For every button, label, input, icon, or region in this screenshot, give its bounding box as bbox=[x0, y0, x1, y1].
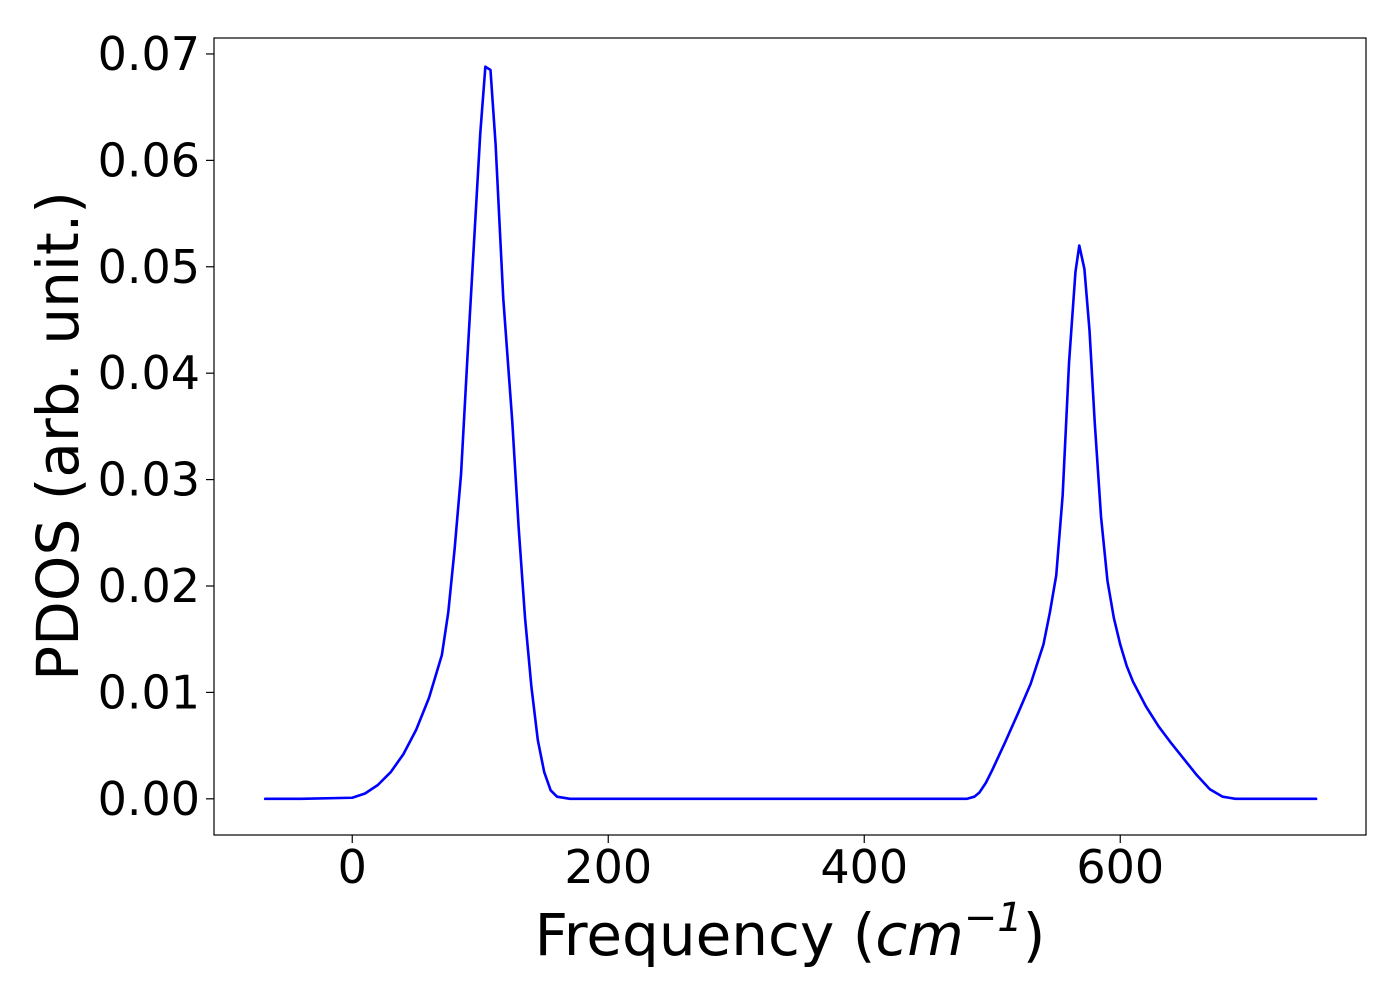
y-axis: 0.00 0.01 0.02 0.03 0.04 0.05 0.06 0.07 bbox=[98, 27, 214, 826]
pdos-line bbox=[263, 65, 1318, 801]
y-tick-label: 0.04 bbox=[98, 346, 200, 400]
x-axis-label-unit: cm bbox=[875, 901, 963, 969]
x-tick-label: 600 bbox=[1076, 840, 1164, 894]
plot-area bbox=[214, 38, 1366, 835]
plot-frame bbox=[213, 37, 1367, 836]
x-tick-label: 400 bbox=[820, 840, 908, 894]
x-axis-label-exponent: −1 bbox=[964, 895, 1023, 941]
y-tick-label: 0.03 bbox=[98, 453, 200, 507]
y-axis-label: PDOS (arb. unit.) bbox=[24, 191, 92, 681]
y-tick-label: 0.01 bbox=[98, 665, 200, 719]
x-tick-label: 0 bbox=[338, 840, 367, 894]
y-tick-label: 0.06 bbox=[98, 133, 200, 187]
x-tick-label: 200 bbox=[564, 840, 652, 894]
y-tick-label: 0.05 bbox=[98, 240, 200, 294]
y-tick-label: 0.07 bbox=[98, 27, 200, 81]
x-axis: 0 200 400 600 bbox=[338, 835, 1164, 894]
y-tick-label: 0.02 bbox=[98, 559, 200, 613]
y-tick-label: 0.00 bbox=[98, 772, 200, 826]
x-axis-label: Frequency (cm−1) bbox=[535, 895, 1046, 969]
x-axis-label-close: ) bbox=[1023, 901, 1046, 969]
x-axis-label-text: Frequency ( bbox=[535, 901, 876, 969]
